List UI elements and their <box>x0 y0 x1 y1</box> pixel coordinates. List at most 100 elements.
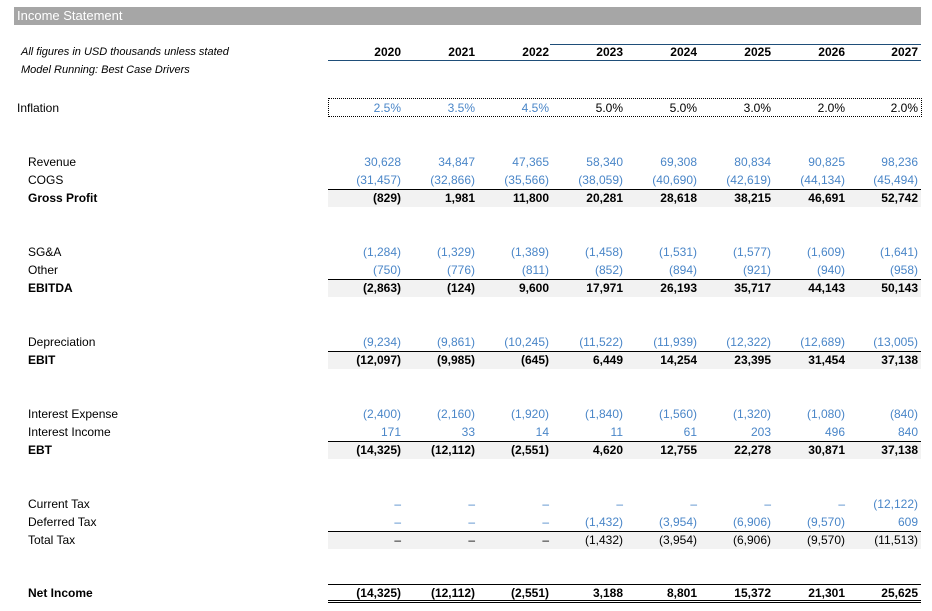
current-tax-2021[interactable]: – <box>468 497 475 511</box>
ebitda-2021[interactable]: (124) <box>446 281 475 295</box>
sga-2021[interactable]: (1,329) <box>436 245 475 259</box>
interest-income-2021[interactable]: 33 <box>461 425 475 439</box>
revenue-2022[interactable]: 47,365 <box>512 155 549 169</box>
net-income-2023[interactable]: 3,188 <box>592 586 623 600</box>
cogs-2020[interactable]: (31,457) <box>356 173 401 187</box>
inflation-2022[interactable]: 4.5% <box>521 101 549 115</box>
revenue-2021[interactable]: 34,847 <box>438 155 475 169</box>
revenue-2023[interactable]: 58,340 <box>586 155 623 169</box>
sga-2025[interactable]: (1,577) <box>732 245 771 259</box>
interest-expense-2023[interactable]: (1,840) <box>584 407 623 421</box>
cogs-2027[interactable]: (45,494) <box>873 173 918 187</box>
inflation-2027[interactable]: 2.0% <box>890 101 918 115</box>
gross-profit-2027[interactable]: 52,742 <box>881 191 918 205</box>
net-income-2021[interactable]: (12,112) <box>430 586 475 600</box>
total-tax-2026[interactable]: (9,570) <box>806 533 845 547</box>
ebitda-2025[interactable]: 35,717 <box>734 281 771 295</box>
inflation-2021[interactable]: 3.5% <box>447 101 475 115</box>
interest-expense-2024[interactable]: (1,560) <box>658 407 697 421</box>
deferred-tax-2026[interactable]: (9,570) <box>806 515 845 529</box>
gross-profit-2020[interactable]: (829) <box>372 191 401 205</box>
gross-profit-2022[interactable]: 11,800 <box>512 191 549 205</box>
net-income-2020[interactable]: (14,325) <box>356 586 401 600</box>
deferred-tax-2021[interactable]: – <box>468 515 475 529</box>
cogs-2024[interactable]: (40,690) <box>652 173 697 187</box>
depreciation-2021[interactable]: (9,861) <box>436 335 475 349</box>
current-tax-2026[interactable]: – <box>838 497 845 511</box>
ebit-2026[interactable]: 31,454 <box>808 353 845 367</box>
deferred-tax-2024[interactable]: (3,954) <box>658 515 697 529</box>
interest-income-2023[interactable]: 11 <box>610 425 623 439</box>
ebitda-2024[interactable]: 26,193 <box>660 281 697 295</box>
ebitda-2022[interactable]: 9,600 <box>518 281 549 295</box>
ebt-2027[interactable]: 37,138 <box>881 443 918 457</box>
other-2024[interactable]: (894) <box>668 263 697 277</box>
ebit-2027[interactable]: 37,138 <box>881 353 918 367</box>
sga-2026[interactable]: (1,609) <box>806 245 845 259</box>
gross-profit-2026[interactable]: 46,691 <box>808 191 845 205</box>
sga-2024[interactable]: (1,531) <box>658 245 697 259</box>
interest-income-2027[interactable]: 840 <box>897 425 918 439</box>
inflation-2020[interactable]: 2.5% <box>373 101 401 115</box>
inflation-2025[interactable]: 3.0% <box>743 101 771 115</box>
ebit-2021[interactable]: (9,985) <box>436 353 475 367</box>
current-tax-2027[interactable]: (12,122) <box>873 497 918 511</box>
sga-2022[interactable]: (1,389) <box>510 245 549 259</box>
total-tax-2020[interactable]: – <box>394 533 401 547</box>
ebitda-2027[interactable]: 50,143 <box>881 281 918 295</box>
net-income-2024[interactable]: 8,801 <box>666 586 697 600</box>
current-tax-2025[interactable]: – <box>764 497 771 511</box>
depreciation-2026[interactable]: (12,689) <box>800 335 845 349</box>
ebit-2022[interactable]: (645) <box>520 353 549 367</box>
deferred-tax-2027[interactable]: 609 <box>897 515 918 529</box>
ebit-2023[interactable]: 6,449 <box>592 353 623 367</box>
depreciation-2022[interactable]: (10,245) <box>504 335 549 349</box>
ebt-2020[interactable]: (14,325) <box>356 443 401 457</box>
cogs-2023[interactable]: (38,059) <box>578 173 623 187</box>
ebit-2025[interactable]: 23,395 <box>734 353 771 367</box>
total-tax-2023[interactable]: (1,432) <box>584 533 623 547</box>
revenue-2025[interactable]: 80,834 <box>734 155 771 169</box>
interest-income-2022[interactable]: 14 <box>535 425 549 439</box>
ebt-2022[interactable]: (2,551) <box>510 443 549 457</box>
ebit-2024[interactable]: 14,254 <box>660 353 697 367</box>
sga-2027[interactable]: (1,641) <box>879 245 918 259</box>
interest-income-2025[interactable]: 203 <box>750 425 771 439</box>
ebit-2020[interactable]: (12,097) <box>356 353 401 367</box>
other-2022[interactable]: (811) <box>521 263 549 277</box>
interest-expense-2021[interactable]: (2,160) <box>436 407 475 421</box>
depreciation-2020[interactable]: (9,234) <box>362 335 401 349</box>
inflation-2026[interactable]: 2.0% <box>817 101 845 115</box>
total-tax-2025[interactable]: (6,906) <box>732 533 771 547</box>
deferred-tax-2022[interactable]: – <box>542 515 549 529</box>
ebitda-2026[interactable]: 44,143 <box>808 281 845 295</box>
revenue-2027[interactable]: 98,236 <box>881 155 918 169</box>
interest-expense-2026[interactable]: (1,080) <box>806 407 845 421</box>
total-tax-2021[interactable]: – <box>468 533 475 547</box>
deferred-tax-2020[interactable]: – <box>394 515 401 529</box>
other-2025[interactable]: (921) <box>742 263 771 277</box>
cogs-2025[interactable]: (42,619) <box>726 173 771 187</box>
depreciation-2024[interactable]: (11,939) <box>653 335 697 349</box>
inflation-2023[interactable]: 5.0% <box>595 101 623 115</box>
revenue-2024[interactable]: 69,308 <box>660 155 697 169</box>
other-2027[interactable]: (958) <box>889 263 918 277</box>
net-income-2026[interactable]: 21,301 <box>808 586 845 600</box>
current-tax-2022[interactable]: – <box>542 497 549 511</box>
total-tax-2027[interactable]: (11,513) <box>874 533 918 547</box>
current-tax-2023[interactable]: – <box>616 497 623 511</box>
ebt-2025[interactable]: 22,278 <box>734 443 771 457</box>
ebt-2021[interactable]: (12,112) <box>430 443 475 457</box>
ebt-2026[interactable]: 30,871 <box>808 443 845 457</box>
ebitda-2020[interactable]: (2,863) <box>362 281 401 295</box>
sga-2023[interactable]: (1,458) <box>584 245 623 259</box>
other-2026[interactable]: (940) <box>816 263 845 277</box>
ebt-2023[interactable]: 4,620 <box>592 443 623 457</box>
depreciation-2025[interactable]: (12,322) <box>726 335 771 349</box>
inflation-2024[interactable]: 5.0% <box>669 101 697 115</box>
revenue-2020[interactable]: 30,628 <box>364 155 401 169</box>
revenue-2026[interactable]: 90,825 <box>808 155 845 169</box>
interest-expense-2022[interactable]: (1,920) <box>510 407 549 421</box>
sga-2020[interactable]: (1,284) <box>362 245 401 259</box>
deferred-tax-2023[interactable]: (1,432) <box>584 515 623 529</box>
